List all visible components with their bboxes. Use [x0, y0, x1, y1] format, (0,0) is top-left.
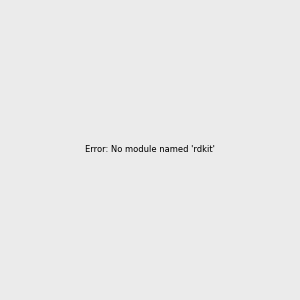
Text: Error: No module named 'rdkit': Error: No module named 'rdkit'	[85, 146, 215, 154]
